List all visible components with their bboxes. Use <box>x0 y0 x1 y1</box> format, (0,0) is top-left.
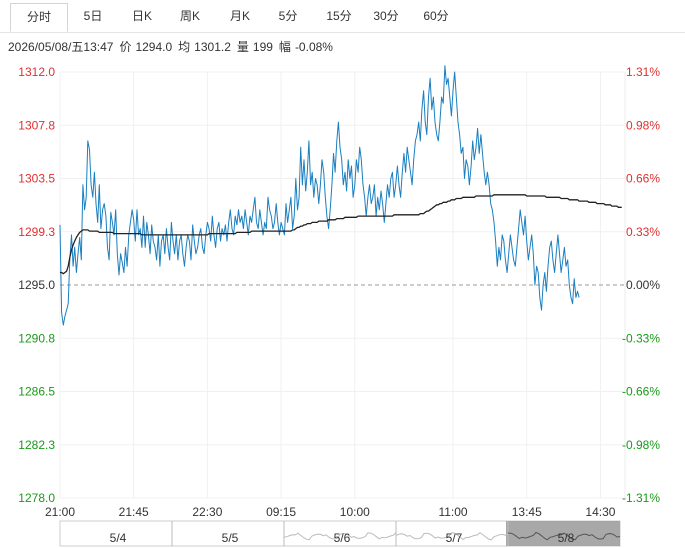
tab-0[interactable]: 分时 <box>10 3 68 32</box>
tab-8[interactable]: 60分 <box>423 9 449 23</box>
y-tick-label-right: 0.66% <box>626 172 660 186</box>
x-tick-label: 21:45 <box>119 505 149 519</box>
y-tick-label-left: 1312.0 <box>18 65 55 79</box>
y-tick-label-right: 1.31% <box>626 65 660 79</box>
y-tick-label-left: 1278.0 <box>18 491 55 505</box>
tab-6[interactable]: 15分 <box>326 9 352 23</box>
tab-1[interactable]: 5日 <box>83 9 103 23</box>
y-tick-label-right: -0.98% <box>622 438 660 452</box>
price-line <box>59 65 580 326</box>
info-change-label: 幅 <box>278 40 291 54</box>
y-tick-label-left: 1295.0 <box>18 278 55 292</box>
quote-info-bar: 2026/05/08/五13:47 价 1294.0 均 1301.2 量 199 幅 -0.0… <box>8 38 339 54</box>
x-tick-label: 21:00 <box>45 505 75 519</box>
x-tick-label: 11:00 <box>438 505 467 519</box>
info-avg-label: 均 <box>178 40 191 54</box>
y-tick-label-left: 1303.5 <box>18 172 55 186</box>
navigator-day-label: 5/4 <box>110 531 127 545</box>
navigator-trace <box>508 531 621 541</box>
navigator-trace <box>283 532 397 541</box>
y-tick-label-left: 1299.3 <box>18 225 55 239</box>
tab-2[interactable]: 日K <box>131 9 152 23</box>
info-datetime: 2026/05/08/五13:47 <box>8 40 114 54</box>
x-tick-label: 09:15 <box>266 505 296 519</box>
navigator-trace <box>395 532 509 541</box>
info-price: 1294.0 <box>135 40 173 54</box>
info-volume: 199 <box>252 40 273 54</box>
tab-3[interactable]: 周K <box>179 9 200 23</box>
navigator-day-label: 5/7 <box>446 531 463 545</box>
x-tick-label: 10:00 <box>340 505 370 519</box>
tab-4[interactable]: 月K <box>229 9 250 23</box>
y-tick-label-left: 1282.3 <box>18 438 55 452</box>
average-line <box>60 194 622 275</box>
navigator-day-label: 5/5 <box>222 531 239 545</box>
y-tick-label-right: -0.66% <box>622 385 660 399</box>
y-tick-label-right: -1.31% <box>622 491 660 505</box>
y-tick-label-right: 0.98% <box>626 118 660 132</box>
x-tick-label: 22:30 <box>192 505 222 519</box>
y-tick-label-right: 0.00% <box>626 278 660 292</box>
navigator-day-label: 5/6 <box>334 531 351 545</box>
y-tick-label-left: 1290.8 <box>18 331 55 345</box>
navigator-day-label: 5/8 <box>558 531 575 545</box>
tab-7[interactable]: 30分 <box>373 9 399 23</box>
x-tick-label: 14:30 <box>585 505 615 519</box>
y-tick-label-left: 1286.5 <box>18 385 55 399</box>
y-tick-label-left: 1307.8 <box>18 118 55 132</box>
info-volume-label: 量 <box>236 40 249 54</box>
x-tick-label: 13:45 <box>512 505 542 519</box>
y-tick-label-right: -0.33% <box>622 331 660 345</box>
info-avg: 1301.2 <box>194 40 231 54</box>
info-change: -0.08% <box>294 40 333 54</box>
chart-tab-bar: 分时 5日 日K 周K 月K 5分 15分 30分 60分 <box>0 0 685 33</box>
y-tick-label-right: 0.33% <box>626 225 660 239</box>
tab-5[interactable]: 5分 <box>278 9 298 23</box>
info-price-label: 价 <box>119 40 132 54</box>
